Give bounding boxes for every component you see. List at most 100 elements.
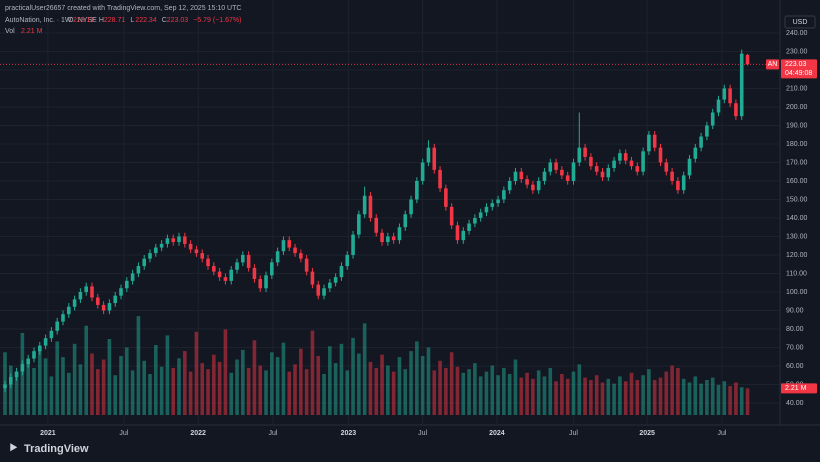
y-tick-label: 60.00 xyxy=(786,363,804,370)
candle-body xyxy=(316,284,321,296)
candle-body xyxy=(328,282,332,289)
volume-bar xyxy=(78,364,83,415)
candle-body xyxy=(299,253,303,259)
volume-bar xyxy=(386,365,390,415)
volume-bar xyxy=(693,376,698,415)
volume-bar xyxy=(148,374,152,415)
volume-bar xyxy=(583,377,587,415)
x-tick-label: Jul xyxy=(569,430,578,437)
volume-bar xyxy=(96,369,100,415)
candle-body xyxy=(90,286,94,298)
candle-body xyxy=(716,99,721,113)
volume-bar xyxy=(183,351,187,415)
candle-body xyxy=(258,279,263,289)
candle-body xyxy=(235,262,239,270)
x-tick-label: 2023 xyxy=(341,430,357,437)
candle-body xyxy=(577,147,582,163)
candle-body xyxy=(438,169,442,189)
volume-bar xyxy=(444,367,448,415)
candle-body xyxy=(623,153,628,161)
volume-bar xyxy=(200,363,205,415)
ticker-badge xyxy=(766,59,779,70)
candle-body xyxy=(14,371,19,378)
volume-bar xyxy=(304,369,309,415)
volume-bar xyxy=(362,323,367,415)
candle-body xyxy=(37,345,42,352)
volume-bar xyxy=(728,386,732,415)
candle-body xyxy=(652,134,657,148)
volume-bar xyxy=(258,365,263,415)
volume-bar xyxy=(130,370,135,415)
candle-body xyxy=(241,254,245,263)
y-tick-label: 180.00 xyxy=(786,141,808,148)
volume-bar xyxy=(525,372,529,415)
candle-body xyxy=(536,180,541,191)
candle-body xyxy=(594,166,599,172)
y-tick-label: 210.00 xyxy=(786,85,808,92)
candle-body xyxy=(693,147,698,159)
volume-bar xyxy=(299,348,303,415)
volume-bar xyxy=(658,377,663,415)
candle-body xyxy=(67,306,71,315)
volume-bar xyxy=(14,371,19,415)
candle-body xyxy=(467,223,471,231)
volume-bar xyxy=(101,359,106,415)
candle-body xyxy=(507,180,512,191)
volume-bar xyxy=(316,355,321,415)
volume-bar xyxy=(681,378,686,415)
volume-bar xyxy=(536,370,541,415)
volume-bar xyxy=(37,348,42,415)
volume-bar xyxy=(502,367,506,415)
candle-body xyxy=(635,166,640,172)
volume-bar xyxy=(600,382,605,415)
volume-bar xyxy=(333,363,338,415)
candles xyxy=(3,49,750,392)
candle-body xyxy=(397,227,402,241)
candle-body xyxy=(583,147,587,157)
volume-bar xyxy=(432,370,437,415)
volume-bar xyxy=(519,377,524,415)
y-tick-label: 80.00 xyxy=(786,326,804,333)
credit: practicalUser26657 created with TradingV… xyxy=(5,5,241,12)
candle-body xyxy=(142,258,147,267)
candle-body xyxy=(159,243,164,248)
volume-bar xyxy=(270,352,274,415)
candle-body xyxy=(496,199,500,204)
volume-bar xyxy=(461,372,466,415)
volume-bar xyxy=(391,371,396,415)
candle-body xyxy=(206,258,210,267)
volume-bar xyxy=(171,367,176,415)
candle-body xyxy=(61,314,65,322)
y-tick-label: 200.00 xyxy=(786,104,808,111)
volume-bar xyxy=(223,329,228,415)
volume-bar xyxy=(438,360,442,415)
volume-bar xyxy=(49,376,54,415)
candle-body xyxy=(287,240,292,248)
volume-bar xyxy=(507,374,512,415)
ohlc-key: H xyxy=(99,17,104,24)
candle-body xyxy=(252,267,257,280)
brand-mark: ⯈ xyxy=(8,440,18,455)
candle-body xyxy=(43,338,48,346)
ohlc-value: 222.34 xyxy=(135,17,157,24)
candle-body xyxy=(473,217,477,224)
volume-value: 2.21 M xyxy=(21,28,43,35)
candle-body xyxy=(188,243,193,250)
volume-bar xyxy=(449,352,454,415)
candle-body xyxy=(368,195,373,218)
candle-body xyxy=(200,253,205,259)
y-tick-label: 90.00 xyxy=(786,307,804,314)
volume-bar xyxy=(339,343,344,415)
candle-body xyxy=(710,112,715,126)
candle-body xyxy=(362,195,367,215)
candle-body xyxy=(687,158,692,176)
countdown: 04:49:08 xyxy=(785,70,812,77)
volume-bar xyxy=(293,364,297,415)
candle-body xyxy=(449,206,454,226)
candle-body xyxy=(612,160,616,169)
volume-bar xyxy=(554,381,558,415)
volume-bar xyxy=(287,371,292,415)
last-price: 223.03 xyxy=(785,61,807,68)
candle-body xyxy=(502,190,506,200)
